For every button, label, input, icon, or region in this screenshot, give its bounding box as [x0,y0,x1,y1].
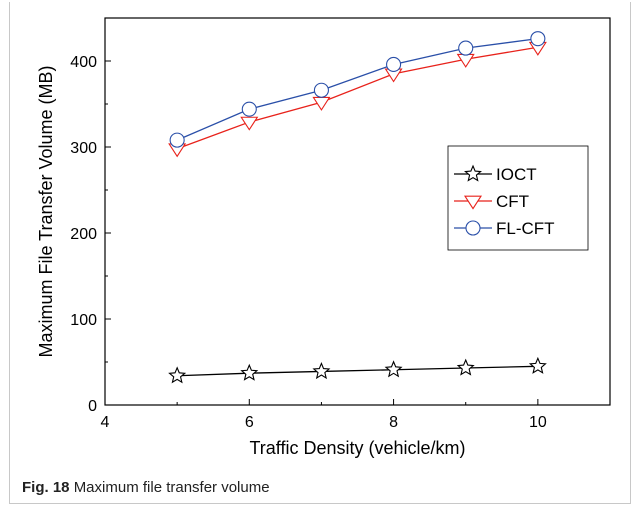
figure-frame [9,2,631,504]
x-tick-label: 4 [101,414,110,431]
legend-item-fl-cft: FL-CFT [454,219,555,238]
legend: IOCT CFT FL-CFT [447,145,589,251]
x-tick-label: 8 [389,414,398,431]
series-line-cft [176,46,538,150]
series-line-fl-cft [176,37,538,141]
y-tick-label: 200 [70,226,97,243]
series-fl-cft [169,31,546,148]
data-point-ioct [168,366,187,384]
legend-marker [465,220,481,236]
axes-box [104,17,611,406]
y-tick-label: 100 [70,312,97,329]
figure-caption: Fig. 18 Maximum file transfer volume [22,479,270,496]
legend-marker [464,164,482,182]
data-point-ioct [384,360,403,378]
data-point-fl-cft [530,31,546,47]
x-tick-label: 6 [245,414,254,431]
series-ioct [168,356,547,384]
data-point-fl-cft [169,132,185,148]
y-tick-label: 300 [70,140,97,157]
data-point-cft [240,116,259,131]
legend-label: IOCT [496,165,537,184]
data-point-ioct [528,356,547,374]
data-point-fl-cft [386,56,402,72]
legend-marker [463,195,483,210]
legend-item-ioct: IOCT [454,164,537,184]
data-point-ioct [456,358,475,376]
y-axis-title: Maximum File Transfer Volume (MB) [36,65,56,357]
y-tick-label: 400 [70,54,97,71]
series-line-ioct [177,365,538,377]
legend-label: CFT [496,192,529,211]
data-point-ioct [240,363,259,381]
caption-text: Maximum file transfer volume [73,479,270,496]
data-point-ioct [312,362,331,380]
data-point-fl-cft [241,101,257,117]
data-point-fl-cft [458,40,474,56]
legend-label: FL-CFT [496,219,555,238]
data-point-fl-cft [313,82,329,98]
legend-item-cft: CFT [454,192,529,211]
series-cft [168,41,547,158]
x-axis-title: Traffic Density (vehicle/km) [249,438,465,458]
caption-label: Fig. 18 [22,479,70,496]
x-tick-label: 10 [529,414,547,431]
y-tick-label: 0 [88,398,97,415]
